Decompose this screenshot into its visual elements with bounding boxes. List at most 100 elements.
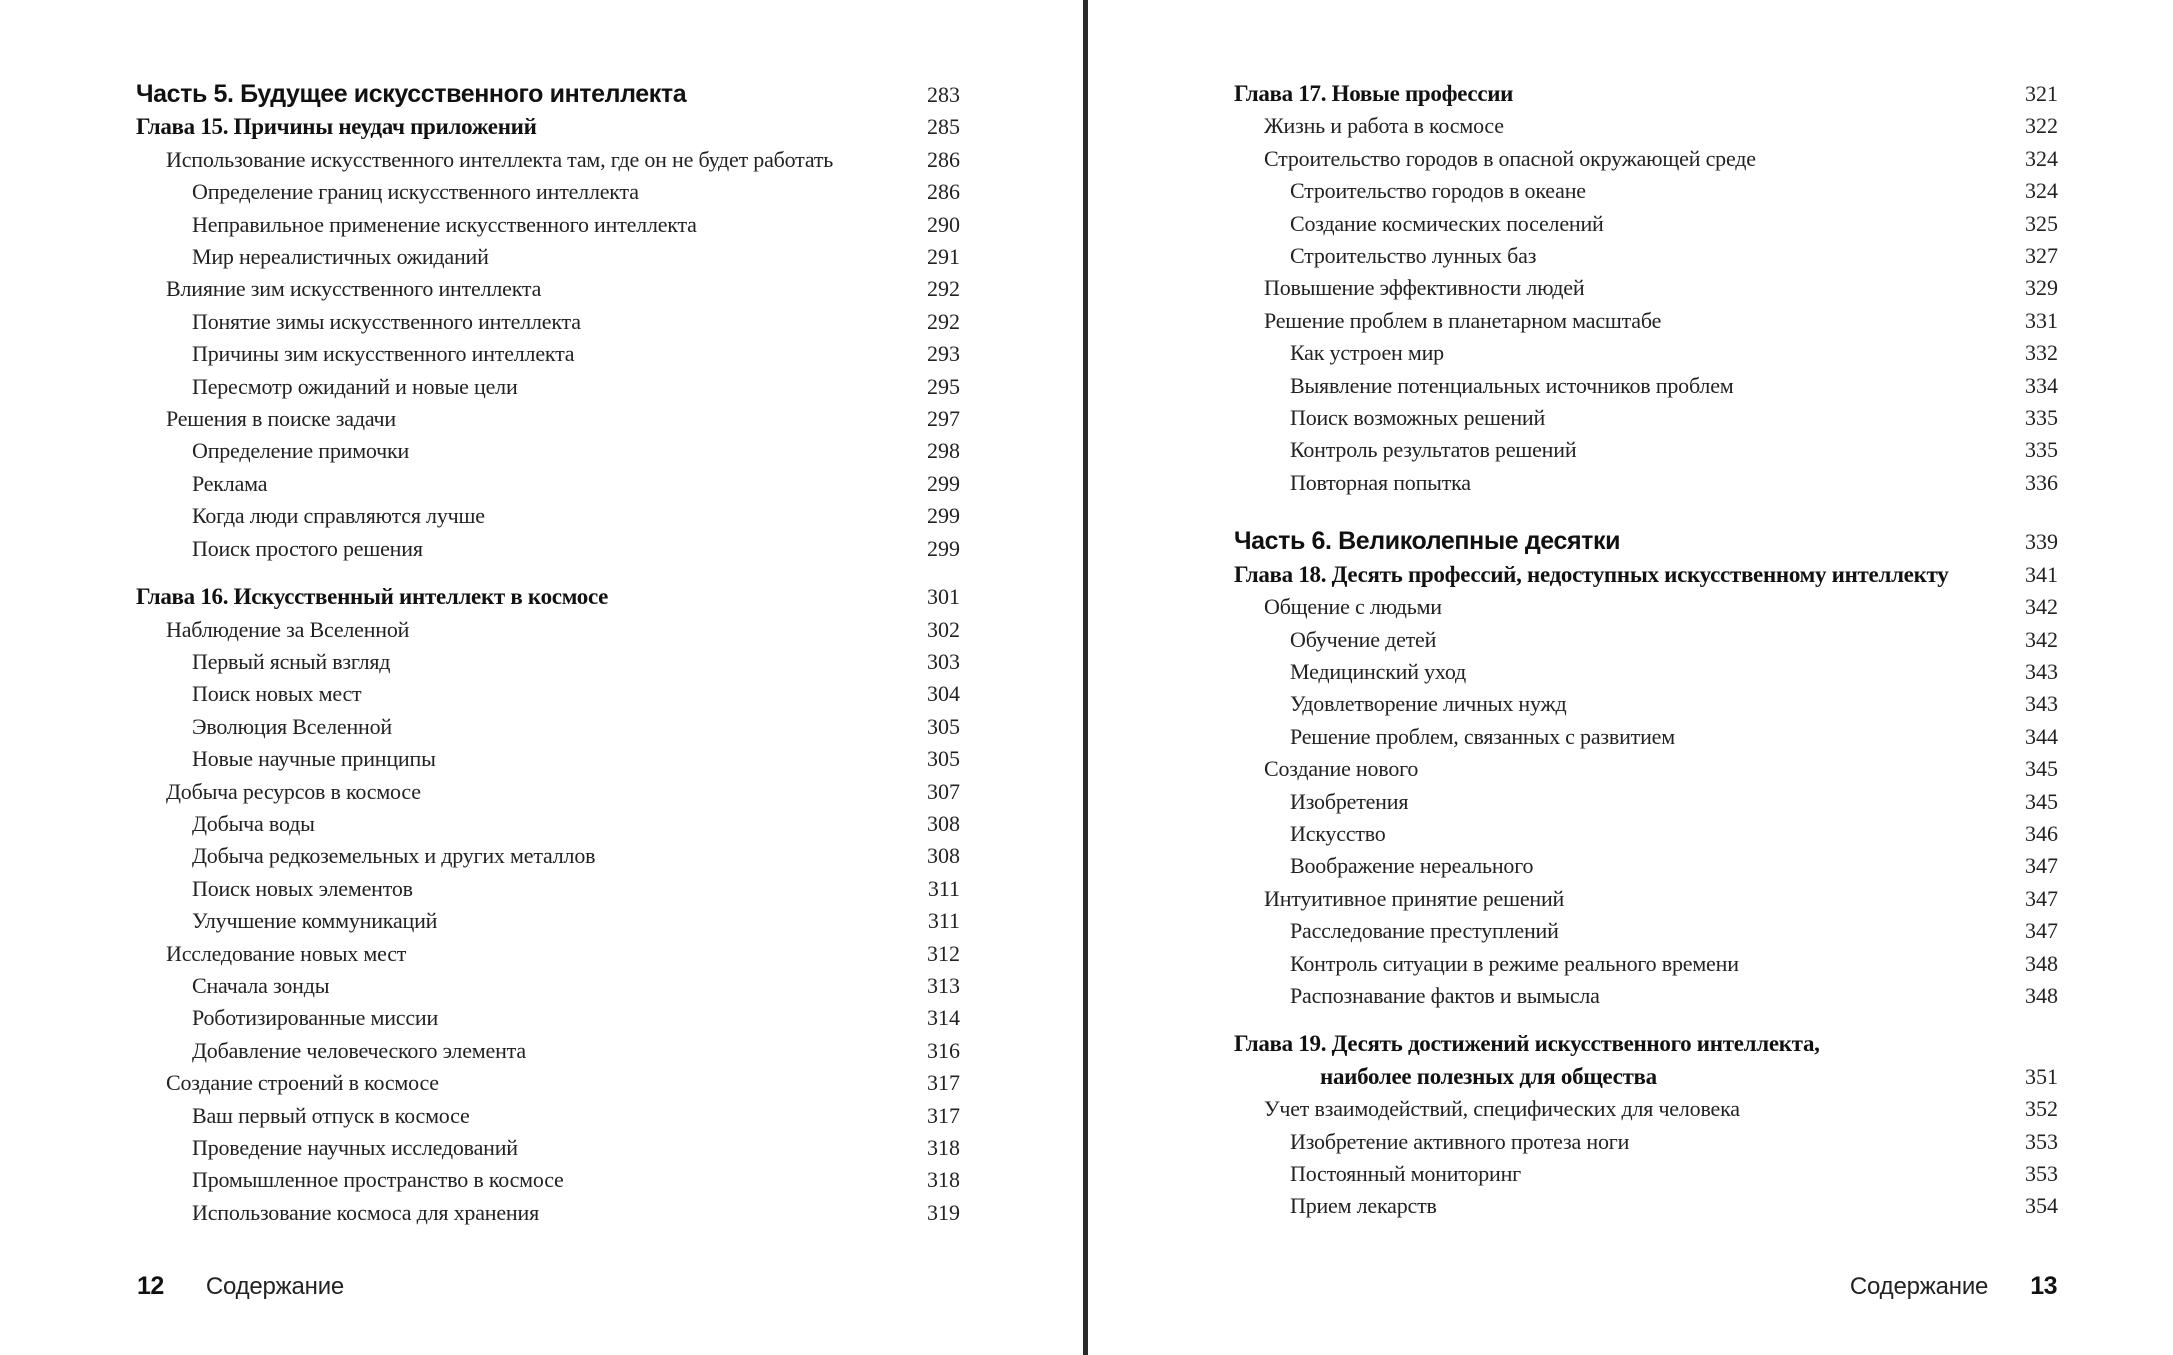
toc-entry: Искусство 346 — [1234, 818, 2058, 850]
entry-page-number: 299 — [927, 470, 960, 496]
left-page: Часть 5. Будущее искусственного интеллек… — [136, 78, 960, 1229]
toc-entry: Удовлетворение личных нужд 343 — [1234, 688, 2058, 720]
entry-page-number: 322 — [2025, 113, 2058, 139]
entry-title: Причины зим искусственного интеллекта — [192, 341, 575, 367]
entry-title: Глава 16. Искусственный интеллект в косм… — [136, 584, 609, 610]
entry-title: Обучение детей — [1290, 626, 1437, 652]
toc-entry: Мир нереалистичных ожиданий 291 — [136, 241, 960, 273]
entry-title: Создание нового — [1264, 756, 1419, 782]
entry-title: Изобретения — [1290, 788, 1409, 814]
toc-entry: Реклама 299 — [136, 468, 960, 500]
entry-page-number: 290 — [927, 211, 960, 237]
entry-title: Прием лекарств — [1290, 1193, 1437, 1219]
toc-entry: Контроль результатов решений 335 — [1234, 434, 2058, 466]
entry-page-number: 321 — [2025, 81, 2058, 106]
entry-page-number: 353 — [2025, 1128, 2058, 1154]
entry-title: Глава 15. Причины неудач приложений — [136, 114, 537, 140]
toc-entry: Добыча ресурсов в космосе 307 — [136, 776, 960, 808]
entry-title: Повышение эффективности людей — [1264, 275, 1585, 301]
entry-title: Интуитивное принятие решений — [1264, 885, 1565, 911]
entry-title: Роботизированные миссии — [192, 1005, 439, 1031]
toc-entry: Поиск простого решения 299 — [136, 533, 960, 565]
toc-entry: Строительство городов в океане 324 — [1234, 175, 2058, 207]
entry-page-number: 319 — [927, 1199, 960, 1225]
toc-entry: Поиск новых мест 304 — [136, 678, 960, 710]
toc-entry: Строительство городов в опасной окружающ… — [1234, 143, 2058, 175]
entry-title: Поиск новых элементов — [192, 875, 413, 901]
toc-entry: Определение примочки 298 — [136, 435, 960, 467]
entry-title: Распознавание фактов и вымысла — [1290, 982, 1600, 1008]
entry-page-number: 308 — [927, 810, 960, 836]
toc-entry: Добыча редкоземельных и других металлов 3… — [136, 840, 960, 872]
entry-page-number: 354 — [2025, 1193, 2058, 1219]
entry-title: Строительство городов в опасной окружающ… — [1264, 145, 1756, 171]
entry-title: Реклама — [192, 470, 268, 496]
right-page: Глава 17. Новые профессии 321 Жизнь и рабо… — [1234, 78, 2058, 1223]
toc-entry: Медицинский уход 343 — [1234, 656, 2058, 688]
entry-page-number: 332 — [2025, 340, 2058, 366]
entry-page-number: 295 — [927, 373, 960, 399]
toc-entry: Глава 16. Искусственный интеллект в косм… — [136, 581, 960, 613]
toc-entry: Обучение детей 342 — [1234, 624, 2058, 656]
footer-page-number: 13 — [2030, 1272, 2057, 1300]
entry-page-number: 348 — [2025, 982, 2058, 1008]
entry-page-number: 343 — [2025, 658, 2058, 684]
entry-page-number: 324 — [2025, 178, 2058, 204]
toc-entry: Решения в поиске задачи 297 — [136, 403, 960, 435]
entry-page-number: 342 — [2025, 626, 2058, 652]
toc-entry: Изобретения 345 — [1234, 786, 2058, 818]
entry-title: Как устроен мир — [1290, 340, 1444, 366]
toc-entry: Ваш первый отпуск в космосе 317 — [136, 1100, 960, 1132]
entry-page-number: 346 — [2025, 820, 2058, 846]
toc-entry: Понятие зимы искусственного интеллекта 29… — [136, 306, 960, 338]
entry-title: Искусство — [1290, 820, 1386, 846]
entry-page-number: 347 — [2025, 853, 2058, 879]
entry-page-number: 331 — [2025, 307, 2058, 333]
entry-title: Добавление человеческого элемента — [192, 1037, 526, 1063]
entry-title: Использование искусственного интеллекта … — [166, 146, 834, 172]
entry-title: Контроль ситуации в режиме реального вре… — [1290, 950, 1739, 976]
toc-entry: Использование искусственного интеллекта … — [136, 144, 960, 176]
toc-entry: Глава 19. Десять достижений искусственно… — [1234, 1028, 2058, 1093]
entry-title: Создание космических поселений — [1290, 210, 1604, 236]
entry-page-number: 352 — [2025, 1096, 2058, 1122]
toc-entry: Создание нового 345 — [1234, 753, 2058, 785]
toc-entry: Создание космических поселений 325 — [1234, 208, 2058, 240]
entry-page-number: 335 — [2025, 437, 2058, 463]
entry-title: Влияние зим искусственного интеллекта — [166, 276, 542, 302]
entry-page-number: 345 — [2025, 788, 2058, 814]
toc-entry: Наблюдение за Вселенной 302 — [136, 614, 960, 646]
toc-entry: Создание строений в космосе 317 — [136, 1067, 960, 1099]
toc-entry: Распознавание фактов и вымысла 348 — [1234, 980, 2058, 1012]
entry-title: Удовлетворение личных нужд — [1290, 691, 1567, 717]
toc-entry: Неправильное применение искусственного и… — [136, 209, 960, 241]
entry-page-number: 324 — [2025, 145, 2058, 171]
entry-title: Строительство городов в океане — [1290, 178, 1586, 204]
toc-entry: Общение с людьми 342 — [1234, 591, 2058, 623]
entry-page-number: 335 — [2025, 405, 2058, 431]
toc-entry: Воображение нереального 347 — [1234, 850, 2058, 882]
entry-page-number: 343 — [2025, 691, 2058, 717]
entry-page-number: 344 — [2025, 723, 2058, 749]
entry-title: Первый ясный взгляд — [192, 648, 391, 674]
entry-page-number: 313 — [927, 972, 960, 998]
entry-page-number: 329 — [2025, 275, 2058, 301]
toc-entry: Контроль ситуации в режиме реального вре… — [1234, 948, 2058, 980]
entry-page-number: 318 — [927, 1135, 960, 1160]
entry-page-number: 311 — [927, 875, 960, 901]
entry-title: Добыча воды — [192, 810, 315, 836]
entry-title: Решение проблем, связанных с развитием — [1290, 723, 1675, 749]
toc-entry: Определение границ искусственного интелл… — [136, 176, 960, 208]
toc-entry: Новые научные принципы 305 — [136, 743, 960, 775]
entry-title: Использование космоса для хранения — [192, 1199, 539, 1225]
entry-title: Учет взаимодействий, специфических для ч… — [1264, 1096, 1740, 1122]
entry-title: Сначала зонды — [192, 972, 330, 998]
entry-title: Ваш первый отпуск в космосе — [192, 1102, 470, 1128]
toc-entry: Интуитивное принятие решений 347 — [1234, 883, 2058, 915]
entry-title: Проведение научных исследований — [192, 1135, 518, 1160]
entry-page-number: 339 — [2025, 529, 2058, 555]
entry-page-number: 348 — [2025, 950, 2058, 976]
entry-page-number: 327 — [2025, 243, 2058, 269]
entry-page-number: 317 — [927, 1070, 960, 1096]
